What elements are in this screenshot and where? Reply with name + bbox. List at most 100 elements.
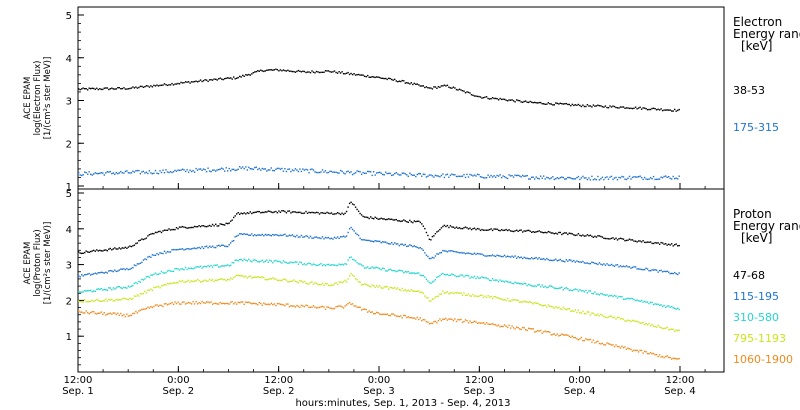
data-point <box>607 264 610 266</box>
data-point <box>490 174 492 177</box>
data-point <box>294 168 297 170</box>
data-point <box>296 70 298 73</box>
data-point <box>108 298 110 300</box>
data-point <box>302 305 304 307</box>
data-point <box>324 236 327 239</box>
data-point <box>544 231 546 234</box>
data-point <box>573 178 575 180</box>
data-point <box>380 287 382 289</box>
data-point <box>333 264 336 266</box>
data-point <box>293 235 295 237</box>
data-point <box>181 168 184 170</box>
data-point <box>135 170 137 172</box>
data-point <box>225 264 227 267</box>
data-point <box>90 289 92 292</box>
data-point <box>412 174 414 176</box>
data-point <box>367 74 369 77</box>
data-point <box>79 311 81 313</box>
data-point <box>651 353 653 355</box>
data-point <box>228 303 230 305</box>
data-point <box>183 281 185 283</box>
data-point <box>279 279 282 282</box>
data-point <box>115 298 117 301</box>
data-point <box>273 234 275 236</box>
data-point <box>537 230 539 233</box>
data-point <box>440 319 443 322</box>
data-point <box>668 271 670 273</box>
data-point <box>133 171 136 173</box>
data-point <box>357 234 360 237</box>
y-axis-title-line: [1/(cm²s ster MeV)] <box>43 57 53 140</box>
data-point <box>132 312 134 315</box>
data-point <box>126 287 128 289</box>
data-point <box>299 70 301 72</box>
data-point <box>535 176 537 178</box>
data-point <box>561 176 563 178</box>
data-point <box>671 243 673 245</box>
data-point <box>470 276 473 278</box>
data-point <box>487 278 489 280</box>
data-point <box>276 69 279 71</box>
series-175-315 <box>78 166 680 181</box>
data-point <box>266 259 268 261</box>
data-point <box>87 311 89 314</box>
data-point <box>658 304 661 306</box>
data-point <box>299 236 301 238</box>
data-point <box>379 313 381 315</box>
data-point <box>457 175 459 178</box>
data-point <box>114 312 116 314</box>
data-point <box>391 174 393 177</box>
data-point <box>282 210 285 212</box>
data-point <box>189 82 191 84</box>
data-point <box>234 275 236 278</box>
data-point <box>293 279 295 281</box>
data-point <box>135 86 137 88</box>
data-point <box>470 322 473 324</box>
data-point <box>285 261 288 264</box>
data-point <box>604 105 607 107</box>
data-point <box>565 178 567 180</box>
data-point <box>425 278 428 280</box>
data-point <box>202 280 205 282</box>
data-point <box>657 242 659 244</box>
series-38-53 <box>78 68 680 112</box>
data-point <box>404 82 406 84</box>
data-point <box>363 75 366 77</box>
data-point <box>222 168 224 170</box>
data-point <box>211 266 214 268</box>
data-point <box>228 279 230 281</box>
data-point <box>351 228 354 231</box>
y-axis-title-line: log(Electron Flux) <box>33 61 43 136</box>
data-point <box>419 85 421 87</box>
data-point <box>359 237 361 240</box>
data-point <box>160 252 163 254</box>
data-point <box>269 169 271 171</box>
data-point <box>127 172 130 174</box>
data-point <box>389 243 391 245</box>
data-point <box>627 297 629 299</box>
data-point <box>308 283 310 285</box>
data-point <box>174 282 176 284</box>
data-point <box>218 266 220 268</box>
data-point <box>494 296 497 298</box>
data-point <box>451 250 453 252</box>
data-point <box>237 168 239 170</box>
data-point <box>312 283 315 285</box>
data-point <box>443 176 446 179</box>
data-point <box>556 102 558 105</box>
data-point <box>592 261 595 264</box>
data-point <box>224 303 226 305</box>
data-point <box>356 208 358 211</box>
data-point <box>555 178 557 180</box>
data-point <box>678 357 680 360</box>
data-point <box>503 324 506 326</box>
data-point <box>97 312 99 314</box>
data-point <box>618 316 620 319</box>
data-point <box>138 169 140 172</box>
x-tick-time: 0:00 <box>167 375 189 386</box>
data-point <box>541 103 543 105</box>
data-point <box>654 108 656 110</box>
data-point <box>225 167 227 169</box>
data-point <box>320 71 322 74</box>
data-point <box>105 271 107 273</box>
